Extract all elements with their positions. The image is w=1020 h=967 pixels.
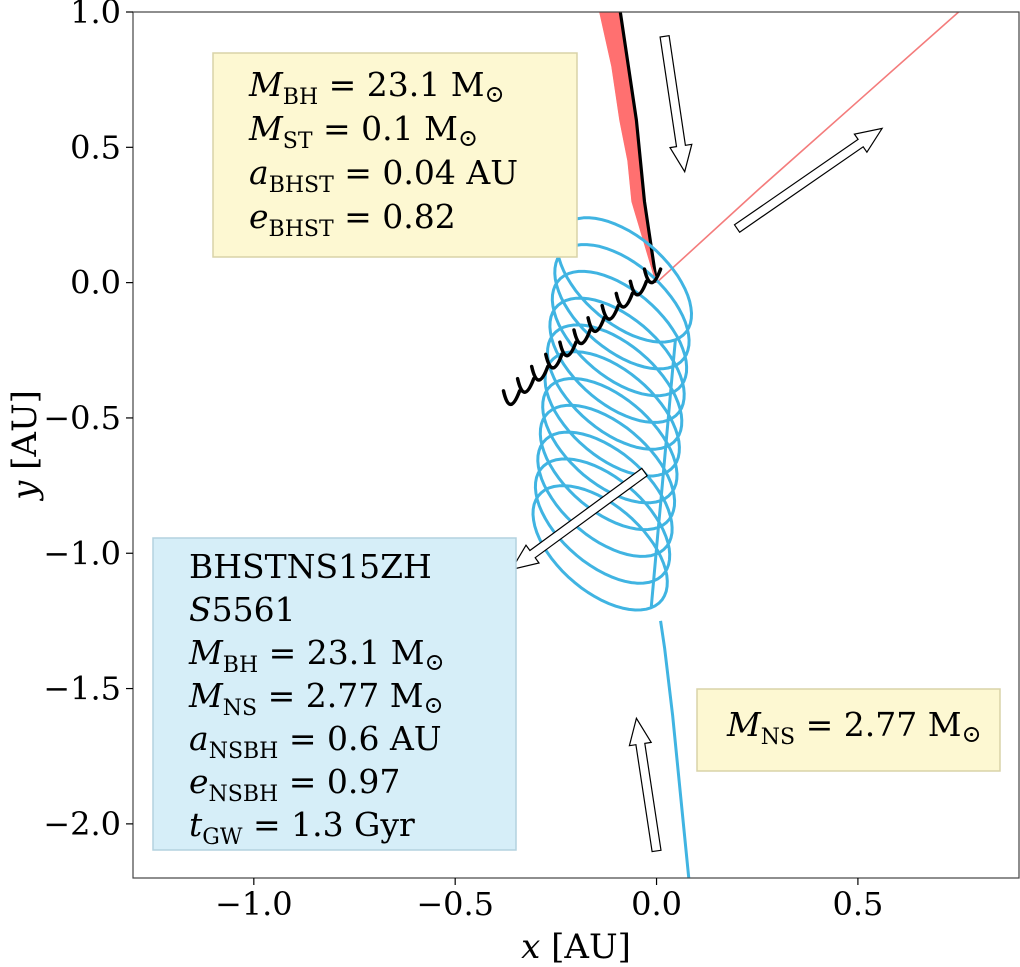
parameters-box-nsbh: BHSTNS15ZH S5561 MBH = 23.1 M⊙MNS = 2.77 M…: [152, 537, 517, 851]
direction-arrow-4: [628, 716, 662, 853]
bhst-parameter: aBHST = 0.04 AU: [249, 153, 518, 198]
bhst-parameter: MBH = 23.1 M⊙: [248, 65, 505, 110]
black-hole-loops: [501, 267, 663, 407]
annotation-boxes: MBH = 23.1 M⊙MST = 0.1 M⊙aBHST = 0.04 AU…: [152, 52, 1001, 851]
nsbh-parameter: S5561: [189, 590, 296, 629]
parameters-box-bhst-bg: [212, 52, 578, 258]
simulation-id: BHSTNS15ZH: [189, 547, 432, 586]
y-tick-label: 1.0: [70, 0, 121, 31]
nsbh-parameter: eNSBH = 0.97: [189, 762, 400, 807]
x-tick-label: 0.5: [832, 885, 883, 923]
y-tick-label: −1.5: [43, 670, 121, 708]
neutron-star-spiral: [531, 216, 693, 612]
direction-arrow-3: [510, 467, 648, 571]
ns-parameter: MNS = 2.77 M⊙: [726, 705, 982, 750]
parameters-box-bhst: MBH = 23.1 M⊙MST = 0.1 M⊙aBHST = 0.04 AU…: [212, 52, 578, 258]
x-tick-label: 0.0: [631, 885, 682, 923]
y-tick-label: −2.0: [43, 805, 121, 843]
neutron-star-incoming: [659, 620, 691, 878]
y-tick-label: −0.5: [43, 399, 121, 437]
arrow-layer: [510, 35, 884, 853]
star-ejected-trajectory: [656, 12, 960, 284]
nsbh-parameter: aNSBH = 0.6 AU: [189, 719, 442, 764]
bhst-parameter: eBHST = 0.82: [249, 197, 456, 242]
nsbh-parameter: tGW = 1.3 Gyr: [189, 805, 415, 850]
y-tick-label: 0.5: [70, 128, 121, 166]
parameters-box-nsbh-bg: [152, 537, 517, 851]
parameters-box-ns: MNS = 2.77 M⊙: [696, 688, 1001, 772]
nsbh-parameter: MNS = 2.77 M⊙: [188, 676, 444, 721]
nsbh-parameter: MBH = 23.1 M⊙: [188, 633, 445, 678]
y-tick-label: −1.0: [43, 534, 121, 572]
ticks: −1.0 −0.5 0.0 0.5 1.0 0.5 0.0 −0.5 −1.0 −1.5 −2.0: [43, 0, 883, 923]
black-hole-trajectory: [618, 12, 659, 283]
x-axis-label: x [AU]: [521, 927, 631, 967]
parameters-box-ns-bg: [696, 688, 1001, 772]
data-layer: [501, 12, 960, 878]
x-tick-label: −1.0: [215, 885, 293, 923]
direction-arrow-2: [733, 127, 884, 234]
y-tick-label: 0.0: [70, 264, 121, 302]
x-tick-label: −0.5: [416, 885, 494, 923]
star-stream-edge: [599, 12, 658, 283]
bhst-parameter: MST = 0.1 M⊙: [248, 109, 478, 154]
direction-arrow-1: [659, 35, 693, 174]
y-axis-label: y [AU]: [5, 390, 45, 502]
plot-frame: [132, 11, 1020, 879]
